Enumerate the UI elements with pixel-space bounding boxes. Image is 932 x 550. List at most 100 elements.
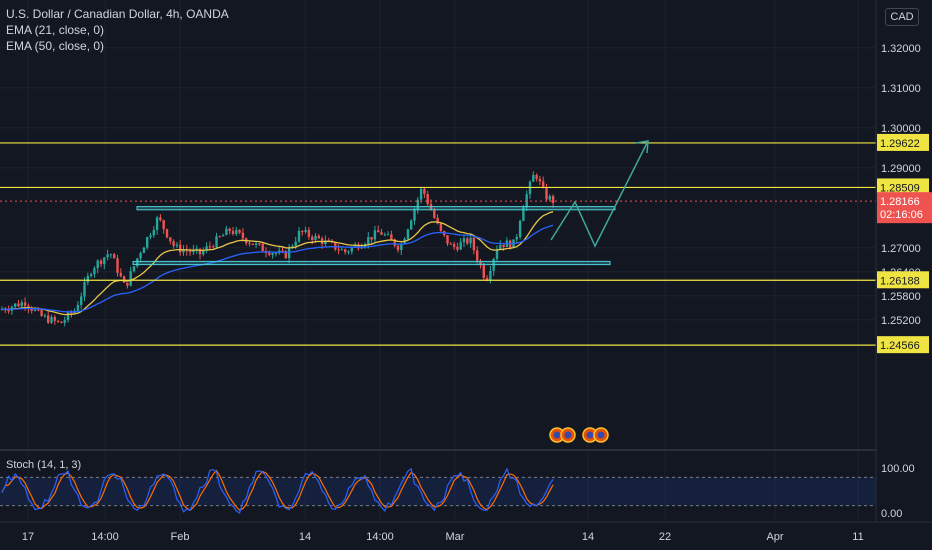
candle-body [406,229,410,239]
candle-body [383,234,386,236]
candle-body [489,270,492,281]
candle-body [499,244,502,250]
level-label-box [877,178,929,196]
current-price-box [877,192,932,224]
candle-body [459,242,462,250]
candle-body [551,196,555,203]
candle-body [515,236,518,240]
candle-body [419,188,423,200]
candle-body [195,248,198,250]
stoch-tick-label: 0.00 [881,508,902,520]
level-label-box [877,133,929,151]
candle-body [426,193,429,204]
ema21-legend[interactable]: EMA (21, close, 0) [6,23,105,37]
candle-body [228,228,231,232]
time-axis[interactable] [0,522,932,550]
candle-body [106,254,109,258]
level-label-box [877,336,929,354]
candle-body [254,243,258,245]
candle-body [221,235,225,237]
candle-body [113,254,116,259]
candle-body [155,217,159,231]
candle-body [109,254,113,256]
price-tick-label: 1.30000 [881,123,921,135]
candle-body [485,277,489,281]
ema21-line [1,211,554,316]
candle-body [462,238,466,243]
candle-body [271,253,274,255]
candle-body [215,236,218,248]
current-price-label: 1.28166 [880,196,920,208]
candle-body [119,272,122,277]
candle-body [472,237,476,251]
symbol-title[interactable]: U.S. Dollar / Canadian Dollar, 4h, OANDA [6,7,229,21]
candle-body [96,260,99,269]
level-label: 1.24566 [880,340,920,352]
candle-body [99,260,103,265]
candle-body [466,238,469,244]
candle-body [192,249,195,253]
candle-body [284,251,287,259]
resistance-zone[interactable] [136,206,616,211]
candle-body [479,260,482,266]
candle-body [66,312,70,321]
price-axis[interactable] [876,0,932,522]
support-zone[interactable] [132,260,611,266]
candle-body [218,236,221,238]
candle-body [548,196,551,200]
candle-body [301,230,304,232]
time-tick-label: Feb [171,531,190,543]
candle-body [132,266,136,272]
candle-body [373,230,377,240]
candle-body [231,231,235,234]
candle-body [165,229,169,238]
candle-body [149,235,152,238]
time-tick-label: Mar [446,531,465,543]
candle-body [208,246,212,248]
ema50-legend[interactable]: EMA (50, close, 0) [6,39,105,53]
price-tick-label: 1.29000 [881,163,921,175]
candle-body [396,245,400,251]
candle-body [423,188,426,194]
candle-body [182,249,185,253]
currency-button[interactable]: CAD [885,8,919,26]
time-tick-label: 17 [22,531,34,543]
flag-icon [597,431,605,439]
candle-body [33,309,37,311]
candle-body [83,282,86,297]
candle-body [268,253,271,255]
candle-body [307,229,311,237]
candle-body [103,257,106,265]
candle-body [258,243,261,245]
candle-body [53,317,56,321]
time-tick-label: 22 [659,531,671,543]
candle-body [136,258,139,267]
candle-body [433,210,436,218]
candle-body [63,320,66,323]
candle-body [482,265,485,278]
candle-body [93,268,96,275]
candle-body [337,249,340,251]
candle-body [304,229,307,232]
ema50-line [1,224,554,313]
candle-body [56,320,60,322]
candle-body [436,217,439,224]
stoch-legend[interactable]: Stoch (14, 1, 3) [6,459,82,471]
candle-body [400,243,403,251]
candle-body [393,239,396,246]
candle-body [370,236,373,240]
candle-body [17,303,20,307]
candle-body [535,175,538,179]
chart-legend: U.S. Dollar / Canadian Dollar, 4h, OANDA… [6,6,229,54]
candle-body [261,243,264,252]
candle-body [416,199,419,210]
candle-body [159,217,162,221]
candle-body [545,187,548,200]
candle-body [122,276,126,283]
candle-body [60,321,63,323]
stoch-k-line [1,467,554,514]
candle-body [353,244,357,248]
projection-path[interactable] [550,140,649,248]
candle-body [439,223,443,231]
